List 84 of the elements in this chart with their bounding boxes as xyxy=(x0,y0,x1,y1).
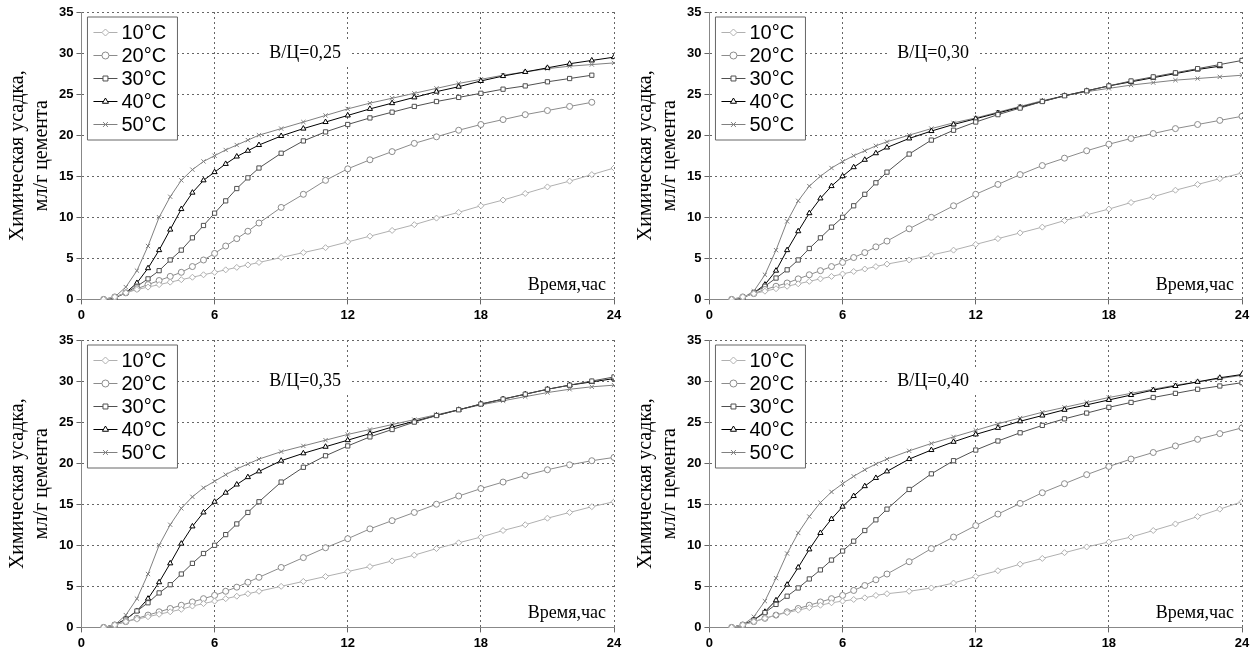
legend-label: 20°C xyxy=(749,44,795,67)
x-tick-label: 6 xyxy=(838,634,847,650)
legend-label: 50°C xyxy=(749,113,795,136)
legend-label: 20°C xyxy=(749,372,795,395)
legend-label: 30°C xyxy=(749,67,795,90)
y-tick-label: 5 xyxy=(66,577,74,593)
x-tick-label: 18 xyxy=(473,306,489,322)
legend-label: 40°C xyxy=(749,90,795,113)
y-tick-label: 20 xyxy=(686,454,702,470)
y-tick-label: 10 xyxy=(686,208,702,224)
legend-label: 10°C xyxy=(749,349,795,372)
x-tick-label: 6 xyxy=(210,306,219,322)
y-tick-label: 5 xyxy=(66,249,74,265)
x-tick-label: 6 xyxy=(838,306,847,322)
x-tick-label: 24 xyxy=(606,306,622,322)
legend-label: 20°C xyxy=(121,372,167,395)
legend-label: 20°C xyxy=(121,44,167,67)
x-tick-label: 24 xyxy=(606,634,622,650)
y-tick-label: 0 xyxy=(66,618,74,634)
y-tick-label: 0 xyxy=(694,290,702,306)
legend-label: 50°C xyxy=(749,441,795,464)
y-tick-label: 35 xyxy=(686,3,702,19)
y-axis-title: Химическая усадка, мл/г цемента xyxy=(633,398,681,570)
y-axis-title: Химическая усадка, мл/г цемента xyxy=(5,398,53,570)
legend-label: 30°C xyxy=(121,67,167,90)
y-tick-label: 0 xyxy=(694,618,702,634)
y-tick-label: 5 xyxy=(694,577,702,593)
y-tick-label: 30 xyxy=(686,44,702,60)
text: В/Ц=0,35 xyxy=(269,369,341,390)
y-tick-label: 15 xyxy=(686,495,702,511)
y-tick-label: 25 xyxy=(686,413,702,429)
x-tick-label: 12 xyxy=(968,306,983,322)
y-tick-label: 15 xyxy=(58,167,74,183)
x-tick-label: 0 xyxy=(705,306,714,322)
x-axis-title: Время,час xyxy=(527,602,606,623)
legend-label: 50°C xyxy=(121,113,167,136)
legend-label: 10°C xyxy=(121,349,167,372)
legend-label: 30°C xyxy=(121,395,167,418)
x-tick-label: 6 xyxy=(210,634,219,650)
y-tick-label: 5 xyxy=(694,249,702,265)
y-tick-label: 20 xyxy=(58,454,74,470)
y-tick-label: 15 xyxy=(686,167,702,183)
x-tick-label: 24 xyxy=(1234,306,1250,322)
x-tick-label: 12 xyxy=(340,634,355,650)
y-tick-label: 25 xyxy=(58,413,74,429)
x-tick-label: 18 xyxy=(473,634,489,650)
y-tick-label: 10 xyxy=(58,536,74,552)
legend-label: 50°C xyxy=(121,441,167,464)
x-tick-label: 0 xyxy=(77,634,86,650)
text: В/Ц=0,25 xyxy=(269,41,341,62)
x-tick-label: 24 xyxy=(1234,634,1250,650)
x-tick-label: 18 xyxy=(1101,634,1117,650)
legend-label: 40°C xyxy=(121,90,167,113)
x-tick-label: 18 xyxy=(1101,306,1117,322)
y-tick-label: 25 xyxy=(58,85,74,101)
text: В/Ц=0,40 xyxy=(897,369,969,390)
y-tick-label: 35 xyxy=(58,331,74,347)
y-tick-label: 10 xyxy=(686,536,702,552)
text: В/Ц=0,30 xyxy=(897,41,969,62)
legend-label: 30°C xyxy=(749,395,795,418)
x-tick-label: 0 xyxy=(77,306,86,322)
y-tick-label: 20 xyxy=(686,126,702,142)
y-axis-title: Химическая усадка, мл/г цемента xyxy=(633,70,681,242)
x-axis-title: Время,час xyxy=(527,274,606,295)
y-tick-label: 35 xyxy=(686,331,702,347)
x-axis-title: Время,час xyxy=(1155,274,1234,295)
y-axis-title: Химическая усадка, мл/г цемента xyxy=(5,70,53,242)
y-tick-label: 15 xyxy=(58,495,74,511)
y-tick-label: 30 xyxy=(686,372,702,388)
y-tick-label: 20 xyxy=(58,126,74,142)
x-axis-title: Время,час xyxy=(1155,602,1234,623)
y-tick-label: 30 xyxy=(58,372,74,388)
y-tick-label: 0 xyxy=(66,290,74,306)
x-tick-label: 12 xyxy=(340,306,355,322)
x-tick-label: 12 xyxy=(968,634,983,650)
y-tick-label: 35 xyxy=(58,3,74,19)
legend-label: 10°C xyxy=(749,21,795,44)
y-tick-label: 10 xyxy=(58,208,74,224)
y-tick-label: 25 xyxy=(686,85,702,101)
legend-label: 40°C xyxy=(121,418,167,441)
y-tick-label: 30 xyxy=(58,44,74,60)
x-tick-label: 0 xyxy=(705,634,714,650)
legend-label: 10°C xyxy=(121,21,167,44)
legend-label: 40°C xyxy=(749,418,795,441)
